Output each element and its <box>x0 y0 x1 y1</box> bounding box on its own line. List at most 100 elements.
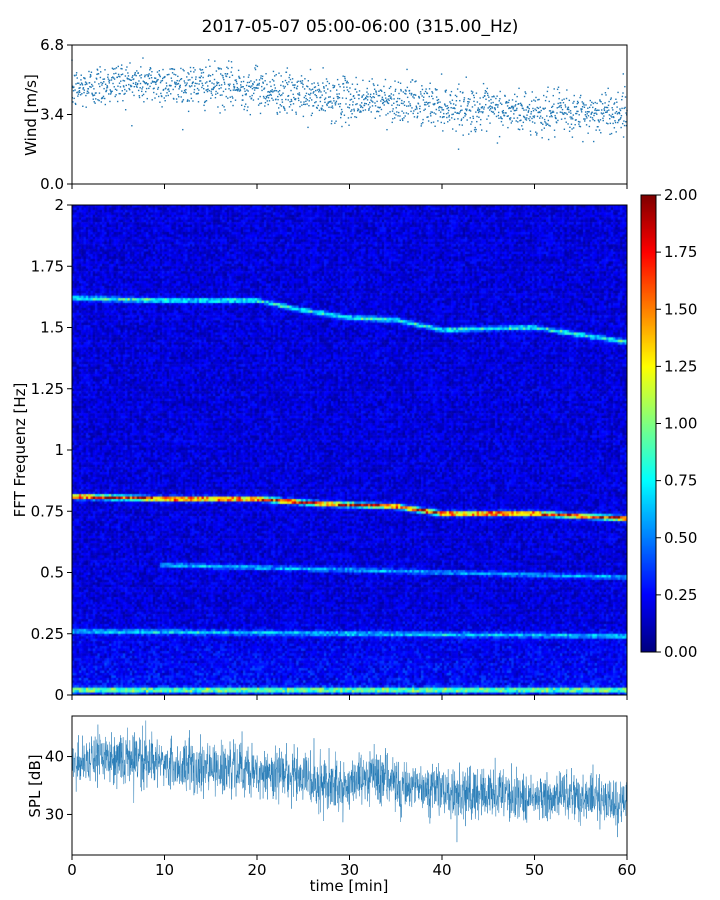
wind-point <box>303 101 305 103</box>
wind-point <box>190 97 193 100</box>
wind-point <box>124 88 126 91</box>
wind-point <box>573 94 575 97</box>
wind-point <box>469 110 472 112</box>
wind-point <box>399 115 401 117</box>
wind-point <box>608 100 610 103</box>
wind-point <box>605 106 608 109</box>
wind-point <box>120 74 123 76</box>
wind-point <box>127 72 129 74</box>
wind-point <box>158 73 160 76</box>
wind-point <box>207 85 209 87</box>
wind-point <box>606 111 608 113</box>
wind-point <box>130 79 132 81</box>
wind-point <box>404 92 406 95</box>
wind-point <box>270 90 273 93</box>
colorbar-tick-label: 1.75 <box>664 243 697 261</box>
wind-point <box>450 106 452 109</box>
wind-point <box>323 86 325 88</box>
wind-point <box>571 128 573 130</box>
wind-point <box>578 114 580 116</box>
wind-point <box>431 92 434 94</box>
wind-point <box>573 100 575 103</box>
wind-point <box>329 90 332 92</box>
wind-point <box>533 116 535 119</box>
wind-point <box>320 108 323 111</box>
wind-point <box>271 89 273 91</box>
wind-point <box>247 90 249 92</box>
wind-point <box>435 89 437 91</box>
wind-point <box>445 113 448 115</box>
wind-point <box>615 131 617 133</box>
wind-point <box>171 72 174 74</box>
wind-point <box>554 136 556 138</box>
wind-point <box>125 84 127 87</box>
wind-point <box>314 93 316 96</box>
wind-point <box>588 110 590 113</box>
wind-point <box>80 79 82 81</box>
wind-point <box>360 111 362 113</box>
wind-point <box>605 94 607 96</box>
wind-point <box>444 91 447 93</box>
wind-point <box>158 74 161 77</box>
wind-point <box>296 81 298 83</box>
wind-point <box>190 70 192 73</box>
wind-point <box>549 125 551 127</box>
wind-point <box>90 71 93 73</box>
wind-point <box>254 68 257 71</box>
wind-point <box>92 94 95 97</box>
wind-point <box>605 111 607 114</box>
wind-point <box>378 94 381 97</box>
wind-point <box>543 127 546 129</box>
wind-point <box>71 85 74 88</box>
wind-point <box>348 104 351 106</box>
wind-point <box>367 93 369 95</box>
wind-point <box>360 105 363 107</box>
wind-point <box>167 88 170 90</box>
wind-point <box>223 81 226 84</box>
wind-point <box>103 78 106 80</box>
wind-point <box>325 84 327 87</box>
wind-point <box>413 116 416 118</box>
wind-point <box>383 85 385 88</box>
wind-point <box>592 118 594 121</box>
wind-point <box>440 106 442 109</box>
wind-point <box>465 109 468 112</box>
wind-point <box>163 76 166 79</box>
wind-point <box>535 109 537 112</box>
wind-point <box>566 108 569 111</box>
wind-point <box>521 125 523 127</box>
wind-point <box>347 117 350 119</box>
wind-point <box>153 81 156 83</box>
wind-point <box>485 130 488 132</box>
wind-point <box>556 107 558 109</box>
wind-point <box>447 121 449 123</box>
spectrogram-y-tick-label: 0.25 <box>31 625 64 643</box>
wind-point <box>527 111 529 113</box>
wind-point <box>579 96 581 99</box>
wind-point <box>313 91 315 93</box>
wind-point <box>620 117 622 119</box>
wind-point <box>83 91 85 94</box>
wind-point <box>559 111 562 113</box>
wind-point <box>243 88 246 90</box>
wind-point <box>348 90 350 93</box>
wind-point <box>237 69 240 72</box>
spectrogram-y-tick-label: 0.5 <box>40 564 64 582</box>
wind-point <box>267 91 269 93</box>
wind-point <box>100 101 103 103</box>
wind-point <box>359 104 361 106</box>
wind-point <box>251 94 253 97</box>
wind-point <box>463 97 466 99</box>
wind-point <box>474 104 476 106</box>
wind-point <box>421 88 424 91</box>
wind-point <box>503 114 506 117</box>
wind-point <box>459 91 462 93</box>
wind-point <box>446 105 449 107</box>
wind-point <box>221 94 223 96</box>
wind-point <box>129 62 131 64</box>
wind-point <box>215 84 218 87</box>
wind-point <box>304 103 306 106</box>
wind-point <box>154 77 157 79</box>
wind-point <box>236 82 238 85</box>
wind-point <box>160 80 162 82</box>
